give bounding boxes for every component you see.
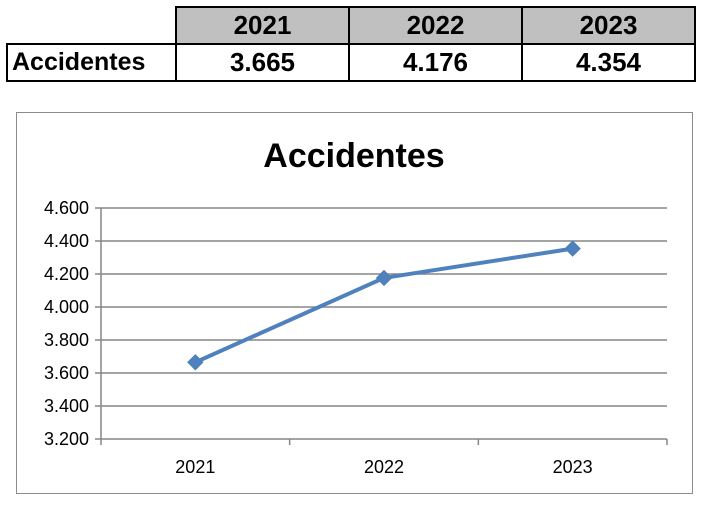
x-tick-label: 2022 xyxy=(364,457,404,477)
table-cell: 3.665 xyxy=(175,43,350,82)
table-cell: 4.354 xyxy=(521,43,696,82)
y-tick-label: 4.200 xyxy=(44,264,89,284)
x-tick-label: 2023 xyxy=(553,457,593,477)
chart-title: Accidentes xyxy=(263,137,444,175)
gridlines xyxy=(101,207,667,407)
accidents-table: 2021 2022 2023 Accidentes 3.665 4.176 4.… xyxy=(6,6,696,82)
table-cell: 4.176 xyxy=(348,43,523,82)
data-point-marker xyxy=(375,269,393,287)
chart-frame: Accidentes 3.200 3.400 3.600 3.800 4.000 4.20… xyxy=(16,112,693,494)
table-corner-cell xyxy=(7,7,176,44)
x-tick-label: 2021 xyxy=(175,457,215,477)
y-tick-label: 4.600 xyxy=(44,198,89,218)
y-tick-label: 3.600 xyxy=(44,363,89,383)
table-year-header: 2023 xyxy=(521,6,696,45)
axes xyxy=(95,207,668,445)
line-chart: Accidentes 3.200 3.400 3.600 3.800 4.000 4.20… xyxy=(44,137,668,477)
data-point-marker xyxy=(564,240,581,257)
table-row-label: Accidentes xyxy=(6,43,177,82)
tick-labels: 3.200 3.400 3.600 3.800 4.000 4.200 4.400 4.600… xyxy=(44,198,593,477)
y-tick-label: 3.200 xyxy=(44,429,89,449)
table-header-row: 2021 2022 2023 xyxy=(7,6,696,45)
table-row: Accidentes 3.665 4.176 4.354 xyxy=(6,43,696,82)
y-tick-label: 4.400 xyxy=(44,231,89,251)
y-tick-label: 3.400 xyxy=(44,396,89,416)
y-tick-label: 3.800 xyxy=(44,330,89,350)
y-tick-label: 4.000 xyxy=(44,297,89,317)
data-point-marker xyxy=(187,354,204,371)
table-year-header: 2022 xyxy=(348,6,523,45)
series xyxy=(187,240,581,371)
table-year-header: 2021 xyxy=(175,6,350,45)
series-line xyxy=(194,246,573,365)
